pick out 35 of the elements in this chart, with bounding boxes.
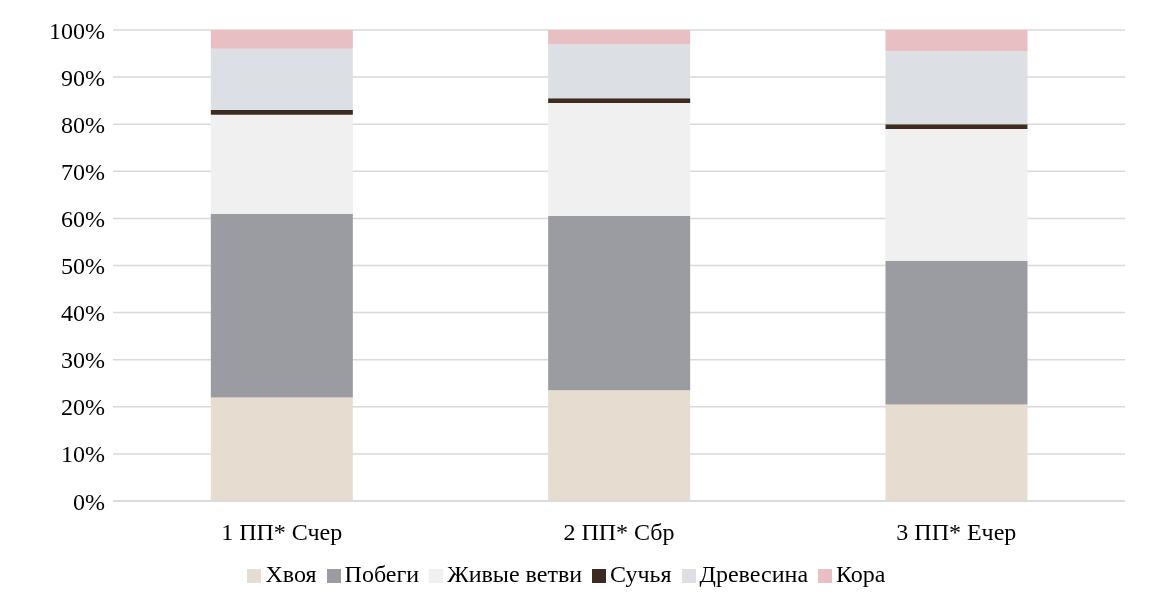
y-tick-label: 0% [73, 488, 105, 515]
bar [548, 216, 691, 391]
bar [210, 397, 353, 501]
y-tick-label: 100% [49, 17, 105, 44]
bar [885, 404, 1028, 501]
bar [548, 103, 691, 217]
bar [885, 124, 1028, 129]
y-tick-label: 30% [61, 347, 105, 374]
y-tick-label: 20% [61, 394, 105, 421]
y-tick-label: 70% [61, 158, 105, 185]
bar [885, 128, 1028, 261]
bar [548, 30, 691, 45]
x-tick-label: 3 ПП* Ечер [896, 519, 1017, 546]
y-tick-label: 60% [61, 205, 105, 232]
legend-label: Хвоя [265, 561, 317, 587]
y-tick-label: 90% [61, 64, 105, 91]
x-tick-label: 1 ПП* Счер [221, 519, 343, 546]
legend-label: Древесина [699, 561, 809, 587]
x-tick-label: 2 ПП* Сбр [563, 519, 675, 546]
bar [210, 114, 353, 214]
bar [210, 30, 353, 49]
bar [210, 110, 353, 115]
legend-label: Побеги [344, 561, 420, 587]
bar [210, 213, 353, 398]
bar [885, 30, 1028, 52]
bar [548, 98, 691, 104]
y-tick-label: 50% [61, 253, 105, 280]
bar [548, 390, 691, 501]
legend-label: Живые ветви [447, 561, 583, 587]
legend-label: Кора [836, 561, 886, 587]
y-tick-label: 80% [61, 111, 105, 138]
legend-label: Сучья [610, 561, 672, 587]
bar [885, 260, 1028, 405]
y-tick-label: 10% [61, 441, 105, 468]
y-tick-label: 40% [61, 300, 105, 327]
